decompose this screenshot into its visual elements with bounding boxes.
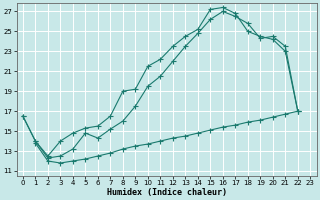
X-axis label: Humidex (Indice chaleur): Humidex (Indice chaleur): [107, 188, 227, 197]
